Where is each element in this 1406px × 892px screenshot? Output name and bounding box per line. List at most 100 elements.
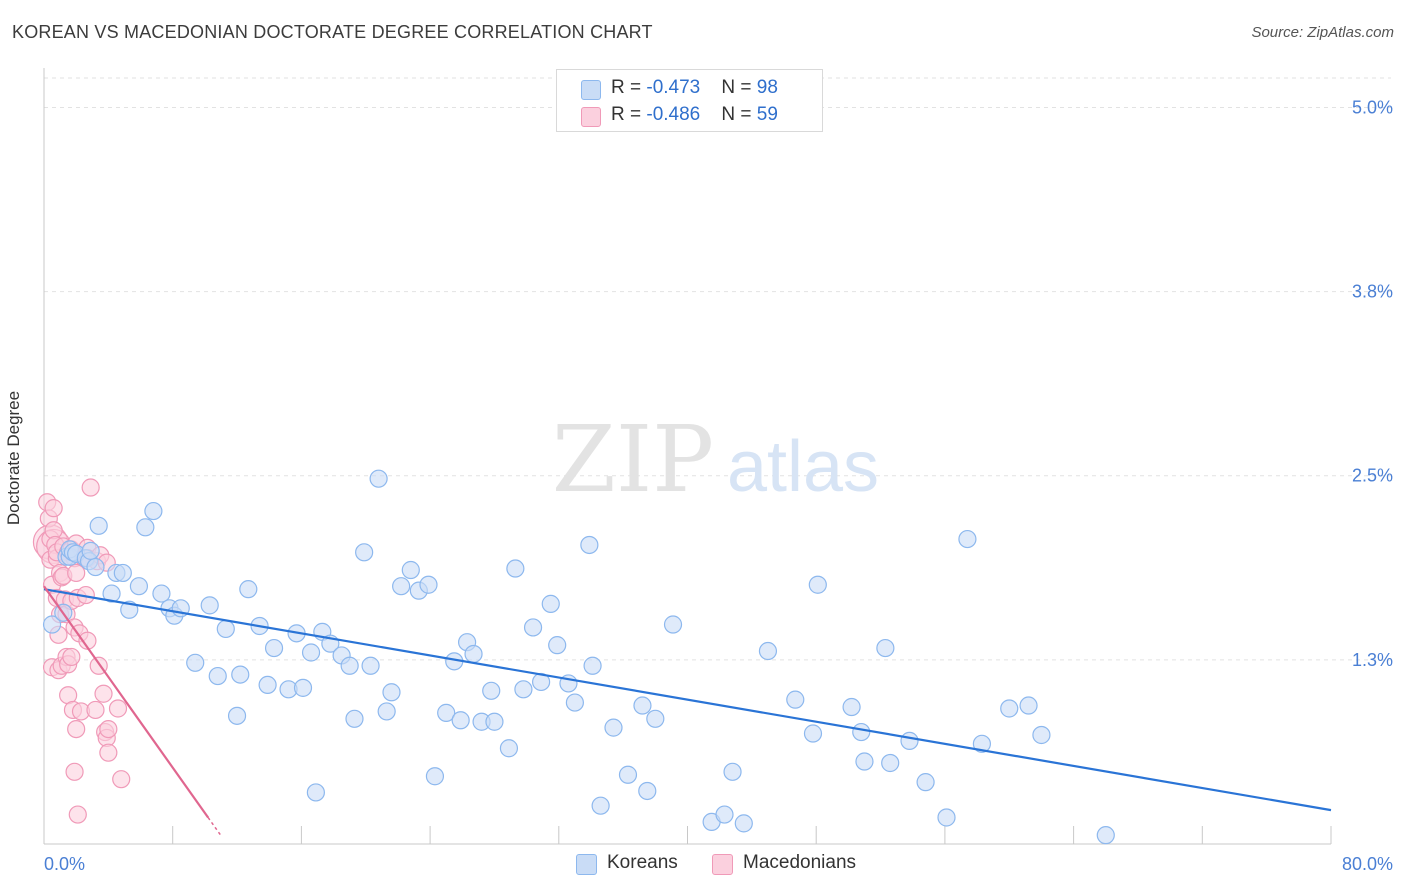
korean-point bbox=[618, 765, 638, 784]
macedonian-trend-line bbox=[43, 585, 209, 819]
korean-point bbox=[144, 501, 163, 521]
macedonian-trend-extension bbox=[207, 817, 222, 837]
korean-point bbox=[565, 693, 584, 712]
tick-labels: 1.3% 2.5% 3.8% 5.0% 0.0% 80.0% bbox=[44, 97, 1393, 874]
grid-lines bbox=[44, 77, 1391, 661]
korean-point bbox=[42, 615, 62, 634]
korean-point bbox=[638, 781, 657, 801]
korean-point bbox=[340, 656, 359, 675]
korean-point bbox=[1096, 826, 1115, 845]
legend-swatch-koreans bbox=[581, 80, 601, 100]
macedonian-point bbox=[65, 762, 84, 781]
korean-point bbox=[152, 584, 171, 603]
bottom-legend-label-macedonians: Macedonians bbox=[743, 852, 857, 873]
korean-point bbox=[715, 805, 734, 824]
korean-point bbox=[523, 618, 543, 637]
chart-title: KOREAN VS MACEDONIAN DOCTORATE DEGREE CO… bbox=[12, 22, 653, 42]
korean-point bbox=[499, 739, 519, 758]
trend-lines bbox=[43, 585, 1332, 837]
korean-points bbox=[42, 469, 1115, 845]
macedonian-point bbox=[67, 563, 86, 583]
korean-point bbox=[808, 575, 827, 594]
legend-r-value-macedonians: -0.486 bbox=[646, 104, 701, 125]
legend-n-value-macedonians: 59 bbox=[756, 104, 778, 125]
korean-point bbox=[231, 665, 250, 684]
korean-point bbox=[633, 696, 652, 715]
bottom-legend-swatch-koreans bbox=[576, 854, 597, 875]
correlation-legend: R = -0.473 N = 98 R = -0.486 N = 59 bbox=[556, 69, 823, 132]
macedonian-point bbox=[108, 699, 128, 718]
korean-point bbox=[604, 718, 623, 737]
x-tick-label: 0.0% bbox=[44, 854, 85, 874]
korean-point bbox=[425, 767, 445, 786]
korean-point bbox=[972, 734, 992, 753]
korean-point bbox=[451, 711, 470, 730]
korean-point bbox=[208, 666, 227, 686]
bottom-legend-label-koreans: Koreans bbox=[607, 852, 678, 873]
legend-r-label: R = bbox=[611, 104, 647, 125]
korean-point bbox=[723, 762, 742, 781]
korean-point bbox=[129, 577, 149, 596]
y-tick-label: 3.8% bbox=[1352, 282, 1393, 302]
korean-point bbox=[264, 638, 284, 658]
macedonian-points bbox=[32, 478, 131, 824]
macedonian-point bbox=[99, 719, 118, 739]
y-tick-label: 1.3% bbox=[1352, 650, 1393, 670]
macedonian-point bbox=[81, 478, 100, 497]
korean-point bbox=[734, 814, 753, 833]
macedonian-point bbox=[94, 684, 113, 703]
korean-point bbox=[506, 559, 525, 578]
korean-point bbox=[855, 752, 874, 771]
korean-point bbox=[663, 615, 683, 634]
legend-n-value-koreans: 98 bbox=[756, 77, 778, 98]
korean-point bbox=[580, 535, 599, 555]
korean-point bbox=[186, 653, 205, 672]
korean-point bbox=[1000, 699, 1019, 718]
legend-text-koreans: R = -0.473 N = 98 bbox=[611, 77, 778, 99]
korean-point bbox=[113, 563, 132, 583]
watermark-zip: ZIP bbox=[552, 406, 714, 513]
korean-point bbox=[881, 753, 900, 773]
korean-point bbox=[227, 706, 247, 725]
korean-point bbox=[377, 702, 396, 721]
korean-point bbox=[514, 680, 533, 699]
macedonian-point bbox=[62, 647, 81, 667]
korean-point bbox=[136, 518, 155, 537]
x-tick-label: 80.0% bbox=[1342, 854, 1393, 874]
macedonian-point bbox=[67, 719, 86, 739]
legend-text-macedonians: R = -0.486 N = 59 bbox=[611, 104, 778, 126]
korean-point bbox=[876, 638, 895, 658]
korean-point bbox=[89, 516, 108, 535]
korean-point bbox=[1032, 725, 1051, 745]
korean-point bbox=[548, 636, 567, 655]
korean-trend-line bbox=[43, 588, 1332, 812]
legend-n-label: N = bbox=[721, 77, 757, 98]
korean-point bbox=[382, 683, 401, 702]
korean-point bbox=[437, 703, 456, 722]
korean-point bbox=[583, 656, 602, 675]
korean-point bbox=[216, 619, 235, 639]
source-label: Source: ZipAtlas.com bbox=[1251, 24, 1394, 41]
y-tick-label: 2.5% bbox=[1352, 466, 1393, 486]
korean-point bbox=[916, 773, 935, 792]
bottom-legend-swatch-macedonians bbox=[712, 854, 733, 875]
korean-point bbox=[361, 656, 380, 675]
korean-point bbox=[369, 469, 388, 488]
korean-point bbox=[392, 577, 411, 596]
macedonian-point bbox=[68, 805, 87, 824]
korean-point bbox=[1019, 696, 1038, 715]
korean-point bbox=[541, 594, 560, 613]
legend-n-label: N = bbox=[721, 104, 757, 125]
legend-swatch-macedonians bbox=[581, 107, 601, 127]
korean-point bbox=[482, 681, 501, 700]
korean-point bbox=[842, 697, 861, 717]
korean-point bbox=[306, 783, 325, 802]
macedonian-point bbox=[86, 700, 105, 720]
korean-point bbox=[401, 560, 420, 580]
korean-point bbox=[345, 709, 364, 728]
korean-point bbox=[937, 808, 956, 827]
korean-point bbox=[803, 724, 823, 743]
macedonian-point bbox=[112, 770, 131, 789]
korean-point bbox=[464, 644, 483, 664]
